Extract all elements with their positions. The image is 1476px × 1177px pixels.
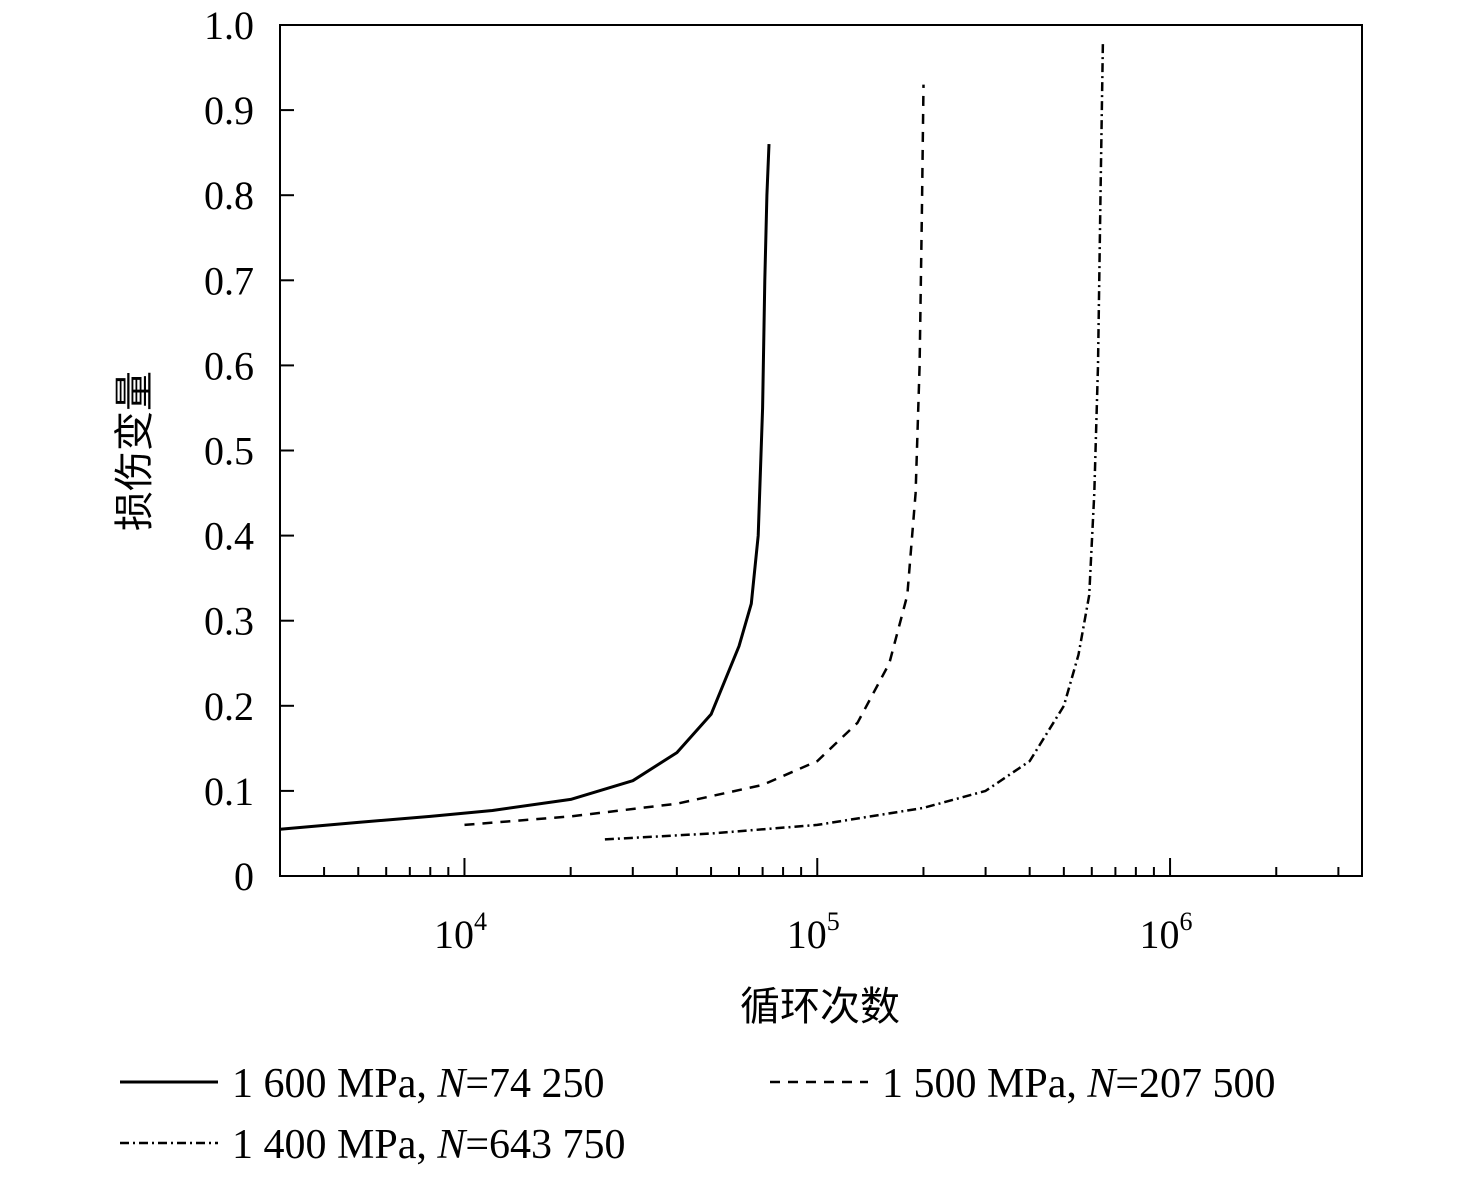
- y-tick-label: 0.9: [204, 88, 254, 133]
- plot-frame: [279, 24, 1363, 877]
- y-tick-label: 0.1: [204, 769, 254, 814]
- legend-label: 1 500 MPa, N=207 500: [882, 1061, 1276, 1107]
- x-tick-label: 104: [434, 907, 487, 957]
- plot-area: [279, 24, 1363, 877]
- y-tick-label: 0.3: [204, 599, 254, 644]
- series-line-2: [464, 84, 925, 827]
- x-axis-ticks: [279, 858, 1340, 876]
- x-axis-label: 循环次数: [740, 984, 900, 1030]
- y-tick-label: 0.2: [204, 684, 254, 729]
- y-axis-label: 损伤变量: [112, 371, 158, 531]
- y-tick-label: 1.0: [204, 3, 254, 48]
- y-tick-label: 0.6: [204, 343, 254, 388]
- legend: 1 600 MPa, N=74 250 1 500 MPa, N=207 500 1…: [120, 1061, 1276, 1168]
- y-tick-label: 0.5: [204, 429, 254, 474]
- series-line-1: [279, 144, 771, 831]
- y-tick-label: 0.8: [204, 173, 254, 218]
- x-axis-tick-labels: 104 105 106: [434, 907, 1193, 957]
- y-axis-ticks: [280, 24, 294, 877]
- legend-label: 1 600 MPa, N=74 250: [232, 1061, 605, 1107]
- legend-item-3: 1 400 MPa, N=643 750: [120, 1122, 626, 1168]
- y-tick-label: 0.4: [204, 514, 254, 559]
- legend-item-1: 1 600 MPa, N=74 250: [120, 1061, 605, 1107]
- legend-item-2: 1 500 MPa, N=207 500: [770, 1061, 1276, 1107]
- y-tick-label: 0.7: [204, 258, 254, 303]
- y-tick-label: 0: [234, 854, 254, 899]
- y-axis-tick-labels: 0 0.1 0.2 0.3 0.4 0.5 0.6 0.7 0.8 0.9 1.0: [204, 3, 254, 899]
- series-line-3: [604, 41, 1105, 841]
- x-tick-label: 105: [787, 907, 840, 957]
- x-tick-label: 106: [1140, 907, 1193, 957]
- legend-label: 1 400 MPa, N=643 750: [232, 1122, 626, 1168]
- series-layer: [279, 41, 1105, 841]
